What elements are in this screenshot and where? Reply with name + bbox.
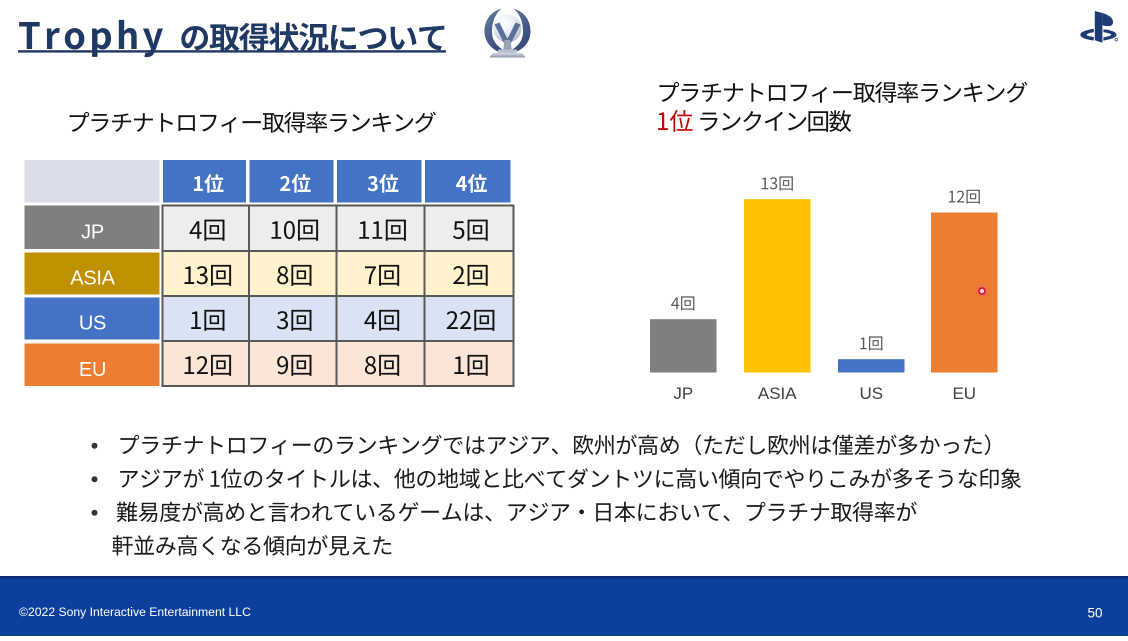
svg-text:ASIA: ASIA — [70, 268, 115, 290]
svg-text:50: 50 — [1087, 606, 1102, 621]
svg-text:US: US — [859, 384, 883, 403]
svg-text:US: US — [79, 313, 106, 335]
svg-text:©2022 Sony Interactive Enterta: ©2022 Sony Interactive Entertainment LLC — [19, 605, 251, 619]
svg-text:JP: JP — [673, 384, 693, 403]
svg-text:ASIA: ASIA — [758, 384, 797, 403]
svg-text:JP: JP — [81, 221, 104, 243]
svg-text:EU: EU — [79, 359, 106, 381]
svg-text:EU: EU — [952, 384, 976, 403]
